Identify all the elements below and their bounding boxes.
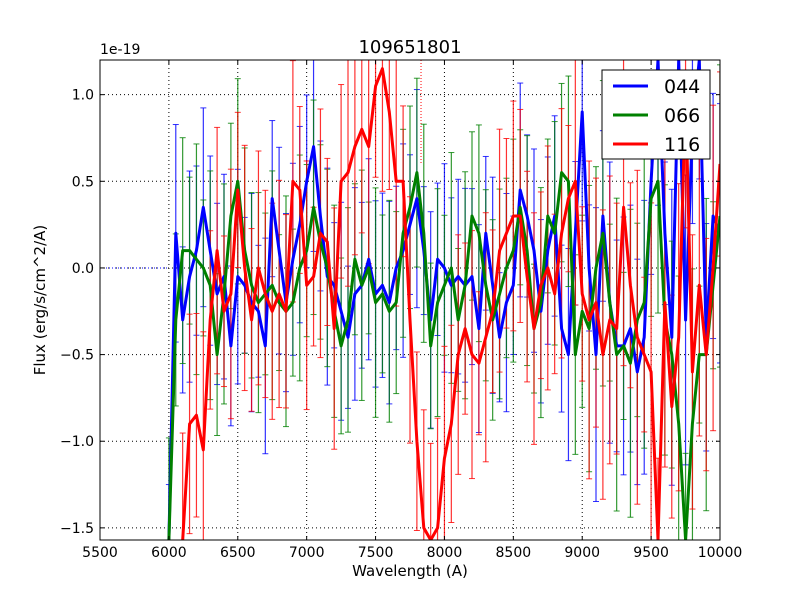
chart-title: 109651801	[358, 37, 461, 58]
x-tick-label: 7000	[289, 545, 325, 561]
x-tick-label: 6500	[220, 545, 256, 561]
y-tick-label: 0.5	[72, 174, 94, 190]
series-line-066	[167, 171, 720, 540]
x-tick-label: 10000	[698, 545, 743, 561]
x-tick-label: 8500	[496, 545, 532, 561]
x-tick-label: 9500	[633, 545, 669, 561]
y-tick-label: 1.0	[72, 88, 94, 104]
x-tick-label: 9000	[564, 545, 600, 561]
x-tick-label: 6000	[151, 545, 187, 561]
x-tick-label: 8000	[427, 545, 463, 561]
y-tick-label: 0.0	[72, 261, 94, 277]
x-tick-label: 7500	[358, 545, 394, 561]
series-line-044	[167, 60, 720, 540]
legend: 044 066 116	[601, 69, 711, 160]
ticks: 5500 6000 6500 7000 7500 8000 8500 9000 9500 1000…	[60, 60, 742, 561]
legend-label: 044	[664, 76, 700, 98]
legend-label: 066	[664, 105, 700, 127]
x-tick-label: 5500	[82, 545, 118, 561]
y-axis-label: Flux (erg/s/cm^2/A)	[31, 225, 49, 376]
axes-frame	[99, 59, 721, 541]
legend-label: 116	[664, 134, 700, 156]
series-line-116	[181, 67, 720, 540]
y-tick-label: −0.5	[60, 348, 94, 364]
y-tick-label: −1.5	[60, 521, 94, 537]
y-tick-label: −1.0	[60, 434, 94, 450]
x-axis-label: Wavelength (A)	[352, 562, 468, 580]
y-offset-text: 1e-19	[100, 42, 140, 58]
